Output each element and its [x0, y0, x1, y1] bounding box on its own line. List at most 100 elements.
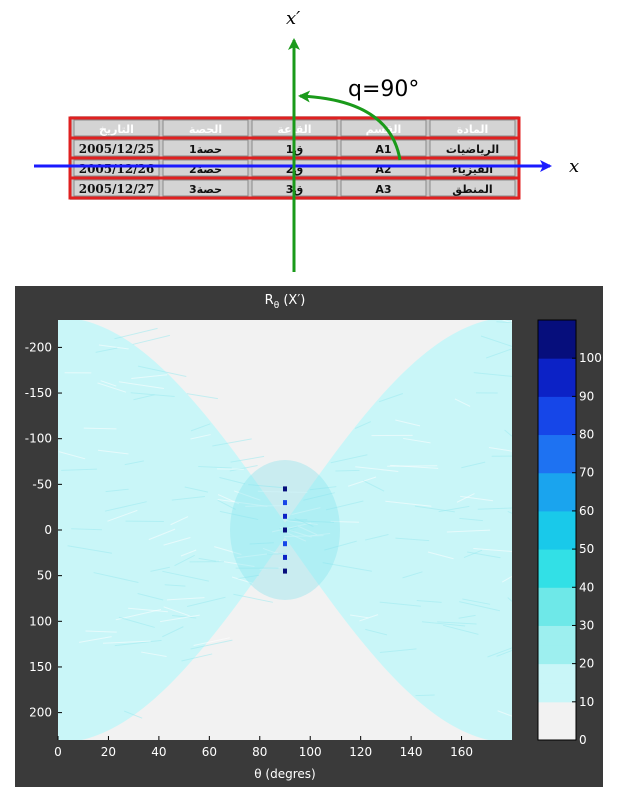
heatmap-streak	[67, 545, 113, 554]
colorbar-segment	[538, 358, 576, 378]
heatmap-streak	[488, 446, 512, 452]
heatmap-streak	[95, 347, 118, 353]
table-header-cell: القسم	[366, 123, 402, 136]
heatmap-streak	[219, 477, 246, 485]
y-tick-label: 150	[29, 660, 52, 674]
y-tick-label: 100	[29, 614, 52, 628]
heatmap-streak	[133, 394, 155, 401]
hough-chart: Rθ (X′) 0 20 40 60 80 100 120 140 160 -200-150-1…	[15, 286, 603, 787]
heatmap-streak	[190, 434, 211, 440]
heatmap-streak	[496, 649, 512, 657]
heatmap-streak	[212, 438, 252, 447]
colorbar-segment	[538, 320, 576, 340]
heatmap-streak	[163, 606, 190, 617]
heatmap-streak	[271, 522, 312, 533]
heatmap-streak	[496, 321, 512, 324]
colorbar-segment	[538, 434, 576, 455]
colorbar-tick-label: 40	[579, 580, 594, 594]
y-tick-label: -150	[25, 386, 52, 400]
heatmap-streak	[162, 626, 184, 638]
x-tick-label: 120	[349, 745, 372, 759]
heatmap-streak	[162, 570, 209, 582]
table-cell	[162, 139, 249, 157]
y-tick-label: -100	[25, 432, 52, 446]
heatmap-streak	[248, 484, 284, 489]
colorbar-tick-label: 80	[579, 428, 594, 442]
colorbar-segment	[538, 339, 576, 359]
heatmap-streak	[325, 500, 364, 511]
heatmap-streak	[170, 516, 189, 526]
rotation-diagram: التاريخالحصةالقاعةالقسمالمادة2005/12/25ح…	[34, 8, 579, 272]
heatmap-streak	[160, 614, 200, 623]
heatmap-streak	[114, 327, 158, 340]
table-cell	[340, 119, 427, 137]
heatmap-streak	[219, 510, 259, 521]
colorbar-segment	[538, 453, 576, 474]
heatmap-streak	[166, 597, 205, 601]
heatmap-streak	[395, 537, 430, 542]
heatmap-streak	[285, 531, 307, 542]
heatmap-streak	[137, 592, 164, 601]
heatmap-streak	[477, 507, 512, 510]
heatmap-streak	[172, 615, 197, 619]
table-cell-text: المنطق	[452, 183, 492, 196]
heatmap-streak	[150, 566, 170, 572]
heatmap-streak	[186, 393, 218, 400]
heatmap-streak	[415, 694, 435, 697]
heatmap-streak	[107, 509, 138, 522]
heatmap-streak	[362, 480, 385, 492]
heatmap-streak	[190, 639, 233, 650]
heatmap-streak	[71, 528, 102, 531]
heatmap-streak	[171, 495, 205, 501]
peak-point	[283, 568, 287, 574]
table-cell-text: 2005/12/27	[79, 182, 155, 196]
colorbar-segment	[538, 396, 576, 416]
colorbar-tick-label: 100	[579, 351, 602, 365]
table-header-cell: الحصة	[189, 123, 222, 136]
heatmap-streak	[322, 562, 372, 572]
x-prime-axis-label: x′	[286, 8, 300, 29]
table-cell	[73, 159, 160, 177]
heatmap-streak	[100, 380, 117, 387]
heatmap-streak	[234, 490, 261, 501]
heatmap-streak	[218, 560, 255, 567]
peak-point	[283, 513, 287, 519]
colorbar-segment	[538, 377, 576, 397]
table-cell-text: حصة1	[189, 143, 222, 156]
table-cell	[73, 139, 160, 157]
heatmap-streak	[79, 636, 112, 643]
x-tick-label: 0	[54, 745, 62, 759]
table-cell-text: 2005/12/25	[79, 142, 155, 156]
heatmap-streak	[385, 500, 432, 507]
heatmap-streak	[198, 557, 217, 562]
peak-point	[283, 486, 287, 492]
heatmap-streak	[61, 468, 98, 471]
heatmap-streak	[403, 437, 431, 444]
x-axis-label: x	[569, 156, 579, 177]
table-cell	[73, 119, 160, 137]
peak-point	[283, 541, 287, 547]
heatmap-streak	[437, 621, 477, 625]
table-cell	[162, 119, 249, 137]
heatmap-streak	[282, 519, 318, 525]
y-tick-label: 200	[29, 706, 52, 720]
colorbar-tick-label: 90	[579, 389, 594, 403]
heatmap-streak	[180, 549, 197, 557]
heatmap-streak	[128, 607, 168, 613]
heatmap-streak	[97, 382, 127, 393]
heatmap-streak	[257, 490, 308, 493]
table-cell-text: A1	[375, 143, 391, 156]
y-tick-label: 50	[37, 569, 52, 583]
heatmap-streak	[118, 616, 155, 628]
heatmap-streak	[141, 651, 167, 658]
table-header-cell: المادة	[457, 123, 489, 136]
heatmap-streak	[473, 372, 512, 377]
colorbar-segment	[538, 625, 576, 646]
x-tick-label: 20	[101, 745, 116, 759]
heatmap-streak	[480, 335, 512, 347]
heatmap-streak	[163, 537, 191, 546]
heatmap-streak	[245, 504, 290, 507]
table-cell	[340, 139, 427, 157]
table-cell-text: 2005/12/26	[79, 162, 155, 176]
heatmap-streak	[98, 344, 129, 350]
